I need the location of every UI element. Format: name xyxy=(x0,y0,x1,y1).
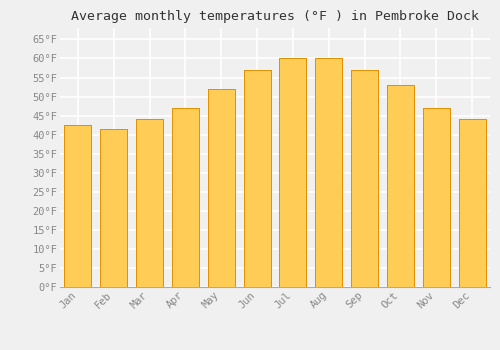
Bar xyxy=(244,70,270,287)
Bar xyxy=(280,58,306,287)
Bar xyxy=(458,119,485,287)
Bar xyxy=(351,70,378,287)
Bar xyxy=(280,58,306,287)
Bar xyxy=(172,108,199,287)
Bar xyxy=(387,85,414,287)
Bar xyxy=(136,119,163,287)
Bar xyxy=(387,85,414,287)
Bar xyxy=(351,70,378,287)
Bar xyxy=(100,129,127,287)
Bar xyxy=(64,125,92,287)
Bar xyxy=(208,89,234,287)
Bar xyxy=(423,108,450,287)
Bar xyxy=(64,125,92,287)
Bar xyxy=(423,108,450,287)
Bar xyxy=(100,129,127,287)
Bar xyxy=(208,89,234,287)
Title: Average monthly temperatures (°F ) in Pembroke Dock: Average monthly temperatures (°F ) in Pe… xyxy=(71,10,479,23)
Bar xyxy=(244,70,270,287)
Bar xyxy=(316,58,342,287)
Bar xyxy=(458,119,485,287)
Bar xyxy=(136,119,163,287)
Bar xyxy=(316,58,342,287)
Bar xyxy=(172,108,199,287)
